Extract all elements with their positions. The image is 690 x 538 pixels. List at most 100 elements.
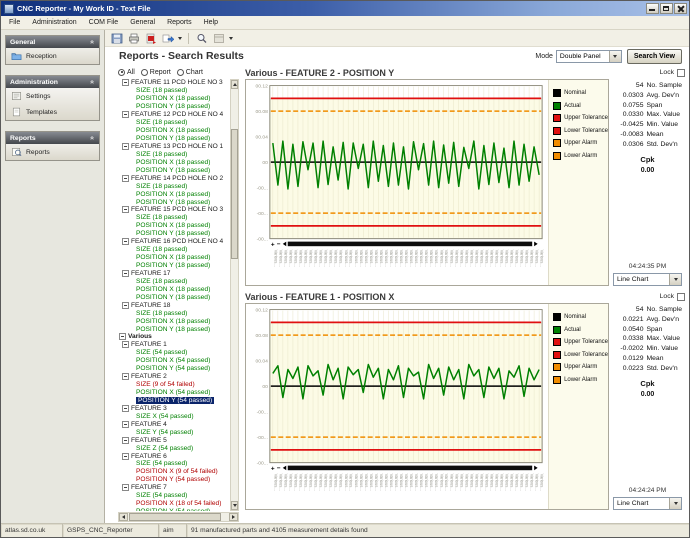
tree-item[interactable]: FEATURE 12 PCD HOLE NO 4 xyxy=(118,111,230,119)
collapse-expander-icon[interactable] xyxy=(122,143,129,150)
maximize-button[interactable] xyxy=(660,3,673,14)
tree-item[interactable]: POSITION Y (54 passed) xyxy=(118,476,230,484)
tree-item[interactable]: FEATURE 5 xyxy=(118,436,230,444)
tree-item[interactable]: Various xyxy=(118,333,230,341)
tree-item[interactable]: FEATURE 11 PCD HOLE NO 3 xyxy=(118,79,230,87)
scroll-left-icon[interactable] xyxy=(119,513,128,521)
radio-all[interactable]: All xyxy=(118,69,135,76)
tree-item[interactable]: FEATURE 2 xyxy=(118,373,230,381)
sidebar-panel-header-reports[interactable]: Reports» xyxy=(6,132,99,144)
tree-item[interactable]: POSITION X (18 passed) xyxy=(118,285,230,293)
mode-select[interactable]: Double Panel xyxy=(556,50,622,63)
tree-item[interactable]: POSITION Y (54 passed) xyxy=(118,397,230,405)
chart-type-select[interactable]: Line Chart xyxy=(613,497,682,510)
sidebar-item-templates[interactable]: Templates xyxy=(6,104,99,120)
tree-item[interactable]: FEATURE 3 xyxy=(118,404,230,412)
tree-item[interactable]: SIZE (54 passed) xyxy=(118,460,230,468)
collapse-expander-icon[interactable] xyxy=(122,79,129,86)
tree-item[interactable]: POSITION X (18 passed) xyxy=(118,127,230,135)
sidebar-item-reports[interactable]: Reports xyxy=(6,144,99,160)
tree-item[interactable]: SIZE (54 passed) xyxy=(118,492,230,500)
preview-icon[interactable] xyxy=(212,32,225,44)
scroll-right-icon[interactable] xyxy=(229,513,238,521)
tree-item[interactable]: SIZE (18 passed) xyxy=(118,309,230,317)
save-icon[interactable] xyxy=(110,32,123,44)
lock-checkbox[interactable] xyxy=(677,293,685,301)
tree-item[interactable]: SIZE (9 of 54 failed) xyxy=(118,381,230,389)
tree-item[interactable]: SIZE (18 passed) xyxy=(118,214,230,222)
tree-horizontal-scrollbar[interactable] xyxy=(118,512,239,522)
radio-icon[interactable] xyxy=(177,69,184,76)
scroll-down-icon[interactable] xyxy=(231,501,238,510)
tree-item[interactable]: POSITION X (9 of 54 failed) xyxy=(118,468,230,476)
tree-item[interactable]: POSITION Y (54 passed) xyxy=(118,365,230,373)
export-icon[interactable] xyxy=(161,32,174,44)
tree-item[interactable]: POSITION X (54 passed) xyxy=(118,357,230,365)
tree-item[interactable]: POSITION X (18 passed) xyxy=(118,317,230,325)
collapse-icon[interactable]: » xyxy=(90,136,96,140)
print-icon[interactable] xyxy=(127,32,140,44)
tree-item[interactable]: SIZE (18 passed) xyxy=(118,87,230,95)
tree-item[interactable]: POSITION X (18 passed) xyxy=(118,254,230,262)
tree-item[interactable]: SIZE Z (54 passed) xyxy=(118,444,230,452)
scrollbar-thumb[interactable] xyxy=(231,129,238,259)
tree-item[interactable]: POSITION X (54 passed) xyxy=(118,389,230,397)
tree-item[interactable]: POSITION X (18 passed) xyxy=(118,190,230,198)
tree-item[interactable]: POSITION Y (18 passed) xyxy=(118,325,230,333)
tree-item[interactable]: FEATURE 17 xyxy=(118,270,230,278)
tree-item[interactable]: POSITION Y (54 passed) xyxy=(118,508,230,511)
tree-item[interactable]: POSITION X (18 of 54 failed) xyxy=(118,500,230,508)
radio-icon[interactable] xyxy=(118,69,125,76)
tree-item[interactable]: FEATURE 4 xyxy=(118,420,230,428)
tree-item[interactable]: SIZE (18 passed) xyxy=(118,119,230,127)
tree-item[interactable]: SIZE X (54 passed) xyxy=(118,412,230,420)
radio-report[interactable]: Report xyxy=(141,69,171,76)
tree-item[interactable]: FEATURE 1 xyxy=(118,341,230,349)
sidebar-panel-header-administration[interactable]: Administration» xyxy=(6,76,99,88)
collapse-expander-icon[interactable] xyxy=(122,405,129,412)
tree-item[interactable]: POSITION Y (18 passed) xyxy=(118,230,230,238)
tree-item[interactable]: SIZE (54 passed) xyxy=(118,349,230,357)
chevron-down-icon[interactable] xyxy=(669,498,681,509)
chevron-down-icon[interactable] xyxy=(669,274,681,285)
collapse-expander-icon[interactable] xyxy=(122,206,129,213)
tree-item[interactable]: POSITION X (18 passed) xyxy=(118,222,230,230)
tree-item[interactable]: FEATURE 13 PCD HOLE NO 1 xyxy=(118,143,230,151)
tree-item[interactable]: SIZE (18 passed) xyxy=(118,246,230,254)
tree-vertical-scrollbar[interactable] xyxy=(230,79,239,511)
menu-item-help[interactable]: Help xyxy=(198,17,224,28)
menu-item-administration[interactable]: Administration xyxy=(26,17,82,28)
collapse-expander-icon[interactable] xyxy=(122,421,129,428)
scrollbar-thumb[interactable] xyxy=(129,513,221,521)
sidebar-item-reception[interactable]: Reception xyxy=(6,48,99,64)
tree-item[interactable]: POSITION X (18 passed) xyxy=(118,158,230,166)
tree-item[interactable]: POSITION Y (18 passed) xyxy=(118,262,230,270)
tree-item[interactable]: SIZE (18 passed) xyxy=(118,150,230,158)
minimize-button[interactable] xyxy=(646,3,659,14)
collapse-expander-icon[interactable] xyxy=(122,270,129,277)
close-button[interactable] xyxy=(674,3,687,14)
tree-item[interactable]: SIZE (18 passed) xyxy=(118,277,230,285)
tree-item[interactable]: POSITION Y (18 passed) xyxy=(118,198,230,206)
tree-item[interactable]: FEATURE 16 PCD HOLE NO 4 xyxy=(118,238,230,246)
tree-item[interactable]: POSITION Y (18 passed) xyxy=(118,135,230,143)
collapse-expander-icon[interactable] xyxy=(122,484,129,491)
collapse-expander-icon[interactable] xyxy=(122,373,129,380)
collapse-expander-icon[interactable] xyxy=(122,238,129,245)
collapse-expander-icon[interactable] xyxy=(122,111,129,118)
tree-item[interactable]: SIZE Y (54 passed) xyxy=(118,428,230,436)
tree-item[interactable]: POSITION Y (18 passed) xyxy=(118,166,230,174)
chevron-down-icon[interactable] xyxy=(229,37,233,40)
menu-item-general[interactable]: General xyxy=(124,17,161,28)
tree-item[interactable]: POSITION Y (18 passed) xyxy=(118,293,230,301)
collapse-expander-icon[interactable] xyxy=(119,333,126,340)
zoom-icon[interactable] xyxy=(195,32,208,44)
collapse-expander-icon[interactable] xyxy=(122,437,129,444)
collapse-expander-icon[interactable] xyxy=(122,453,129,460)
collapse-expander-icon[interactable] xyxy=(122,341,129,348)
tree-item[interactable]: FEATURE 14 PCD HOLE NO 2 xyxy=(118,174,230,182)
tree-item[interactable]: FEATURE 18 xyxy=(118,301,230,309)
menu-item-file[interactable]: File xyxy=(3,17,26,28)
collapse-icon[interactable]: » xyxy=(90,80,96,84)
tree-item[interactable]: FEATURE 6 xyxy=(118,452,230,460)
